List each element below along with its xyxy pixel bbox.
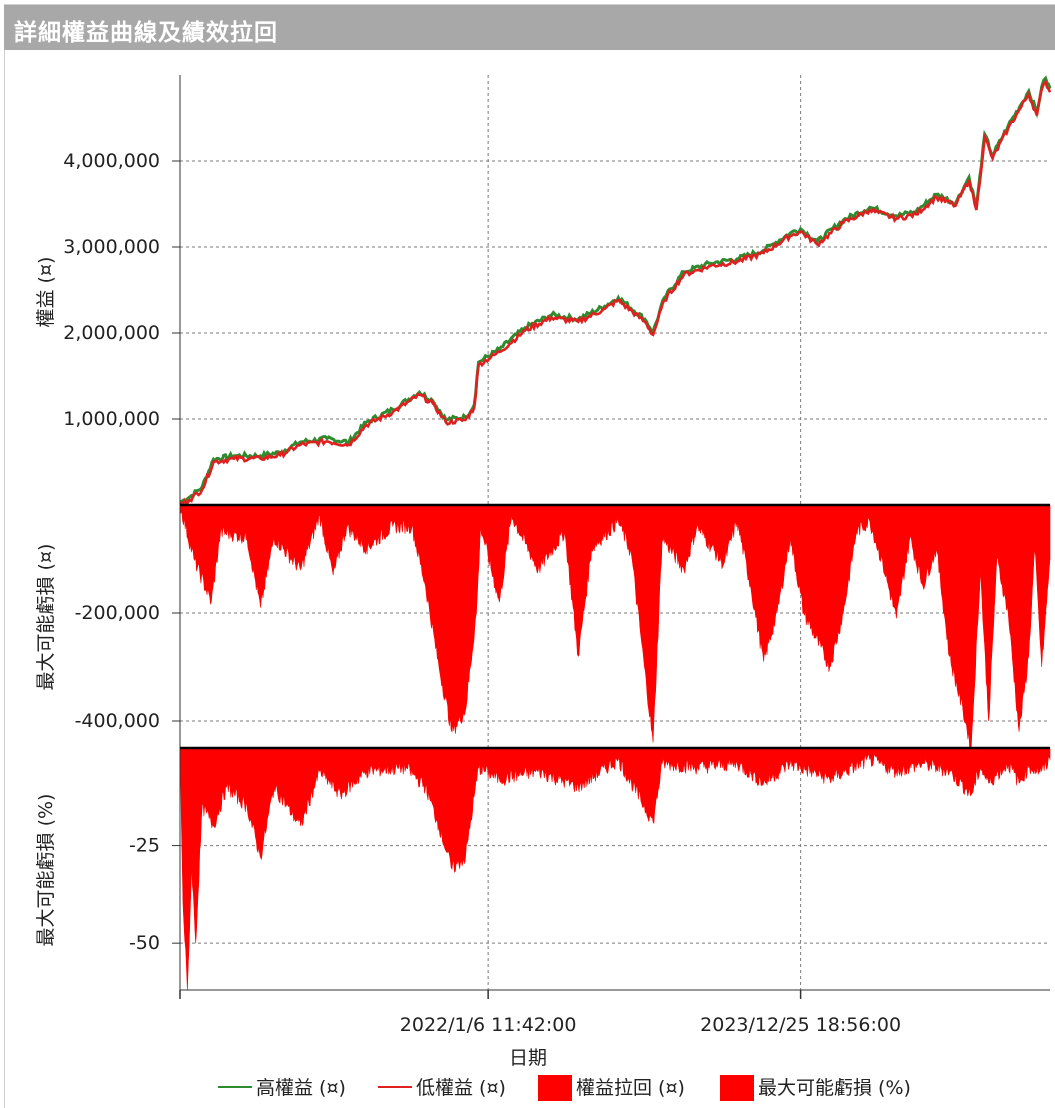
- y-axis-label: 最大可能虧損 (¤): [35, 544, 57, 691]
- x-tick-label: 2023/12/25 18:56:00: [700, 1014, 901, 1036]
- chart-panels: 1,000,000 2,000,000 3,000,000 4,000,000 權益 (…: [35, 75, 1052, 991]
- y-tick-label: -200,000: [75, 602, 160, 624]
- y-axis-label: 權益 (¤): [35, 257, 57, 328]
- series-area-drawdown-percent: [179, 747, 1051, 991]
- legend-label: 低權益 (¤): [416, 1077, 506, 1099]
- left-border: [4, 50, 5, 1108]
- title-bar: 詳細權益曲線及績效拉回: [4, 4, 1055, 50]
- panel-drawdown-amount: -200,000 -400,000 最大可能虧損 (¤): [35, 503, 1051, 749]
- legend-swatch-box: [538, 1075, 572, 1101]
- y-tick-label: -50: [129, 932, 160, 954]
- panel-drawdown-percent: -25 -50 最大可能虧損 (%): [35, 746, 1051, 991]
- legend-label: 高權益 (¤): [256, 1077, 346, 1099]
- y-tick-label: 1,000,000: [63, 408, 160, 430]
- legend-item: 高權益 (¤): [218, 1077, 346, 1099]
- y-tick-label: 4,000,000: [63, 150, 160, 172]
- y-tick-label: -25: [129, 835, 160, 857]
- window-title: 詳細權益曲線及績效拉回: [14, 20, 278, 46]
- panel-equity: 1,000,000 2,000,000 3,000,000 4,000,000 權益 (…: [35, 75, 1052, 506]
- legend-item: 最大可能虧損 (%): [720, 1075, 911, 1101]
- y-tick-label: 2,000,000: [63, 322, 160, 344]
- series-line-high-equity: [179, 75, 1052, 504]
- legend-item: 低權益 (¤): [378, 1077, 506, 1099]
- legend-swatch-box: [720, 1075, 754, 1101]
- legend-label: 最大可能虧損 (%): [758, 1077, 911, 1099]
- x-axis-label: 日期: [509, 1047, 547, 1069]
- y-axis-label: 最大可能虧損 (%): [35, 794, 57, 947]
- x-axis: 2022/1/6 11:42:00 2023/12/25 18:56:00 日期: [179, 989, 1050, 1069]
- x-tick-label: 2022/1/6 11:42:00: [400, 1014, 577, 1036]
- legend-label: 權益拉回 (¤): [576, 1077, 685, 1099]
- series-line-low-equity: [179, 79, 1052, 506]
- y-tick-label: 3,000,000: [63, 236, 160, 258]
- legend-item: 權益拉回 (¤): [538, 1075, 685, 1101]
- series-area-drawdown-amount: [179, 504, 1051, 749]
- legend: 高權益 (¤) 低權益 (¤) 權益拉回 (¤) 最大可能虧損 (%): [218, 1075, 911, 1101]
- y-tick-label: -400,000: [75, 710, 160, 732]
